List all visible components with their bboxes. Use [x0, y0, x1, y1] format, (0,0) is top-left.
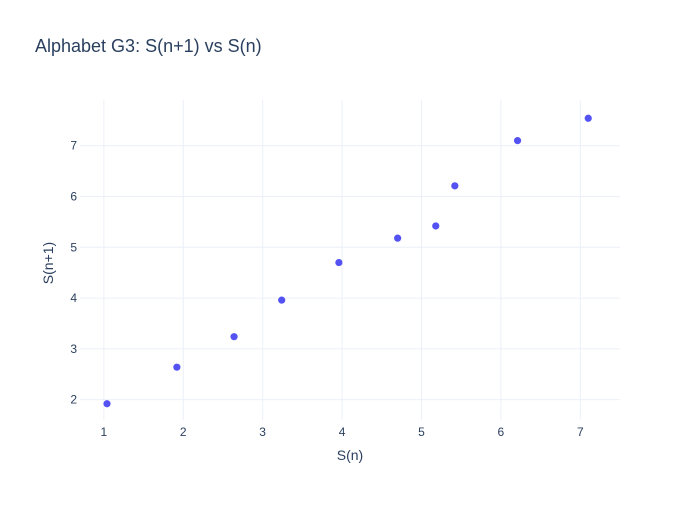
gridlines: [80, 100, 620, 420]
y-tick-label: 3: [70, 342, 77, 356]
y-tick-label: 4: [70, 291, 77, 305]
y-tick-label: 6: [70, 190, 77, 204]
y-tick-label: 5: [70, 240, 77, 254]
x-tick-label: 1: [100, 425, 107, 439]
y-axis-title: S(n+1): [40, 242, 56, 284]
data-point[interactable]: [230, 333, 238, 341]
x-axis-title: S(n): [337, 447, 363, 463]
data-point[interactable]: [584, 114, 592, 122]
data-point[interactable]: [432, 222, 440, 230]
x-tick-label: 6: [498, 425, 505, 439]
tick-labels: 1 2 3 4 5 6 7 2 3 4 5 6 7: [70, 139, 584, 439]
y-tick-label: 7: [70, 139, 77, 153]
chart-title: Alphabet G3: S(n+1) vs S(n): [35, 36, 262, 56]
data-point[interactable]: [103, 400, 111, 408]
x-tick-label: 3: [259, 425, 266, 439]
x-tick-label: 2: [180, 425, 187, 439]
data-point[interactable]: [173, 363, 181, 371]
x-tick-label: 4: [339, 425, 346, 439]
data-point[interactable]: [513, 137, 522, 145]
data-point[interactable]: [394, 234, 402, 242]
data-point[interactable]: [335, 258, 343, 267]
x-tick-label: 7: [577, 425, 584, 439]
data-points: [103, 114, 592, 408]
data-point[interactable]: [451, 182, 459, 190]
y-tick-label: 2: [70, 393, 77, 407]
data-point[interactable]: [278, 296, 286, 304]
x-tick-label: 5: [418, 425, 425, 439]
